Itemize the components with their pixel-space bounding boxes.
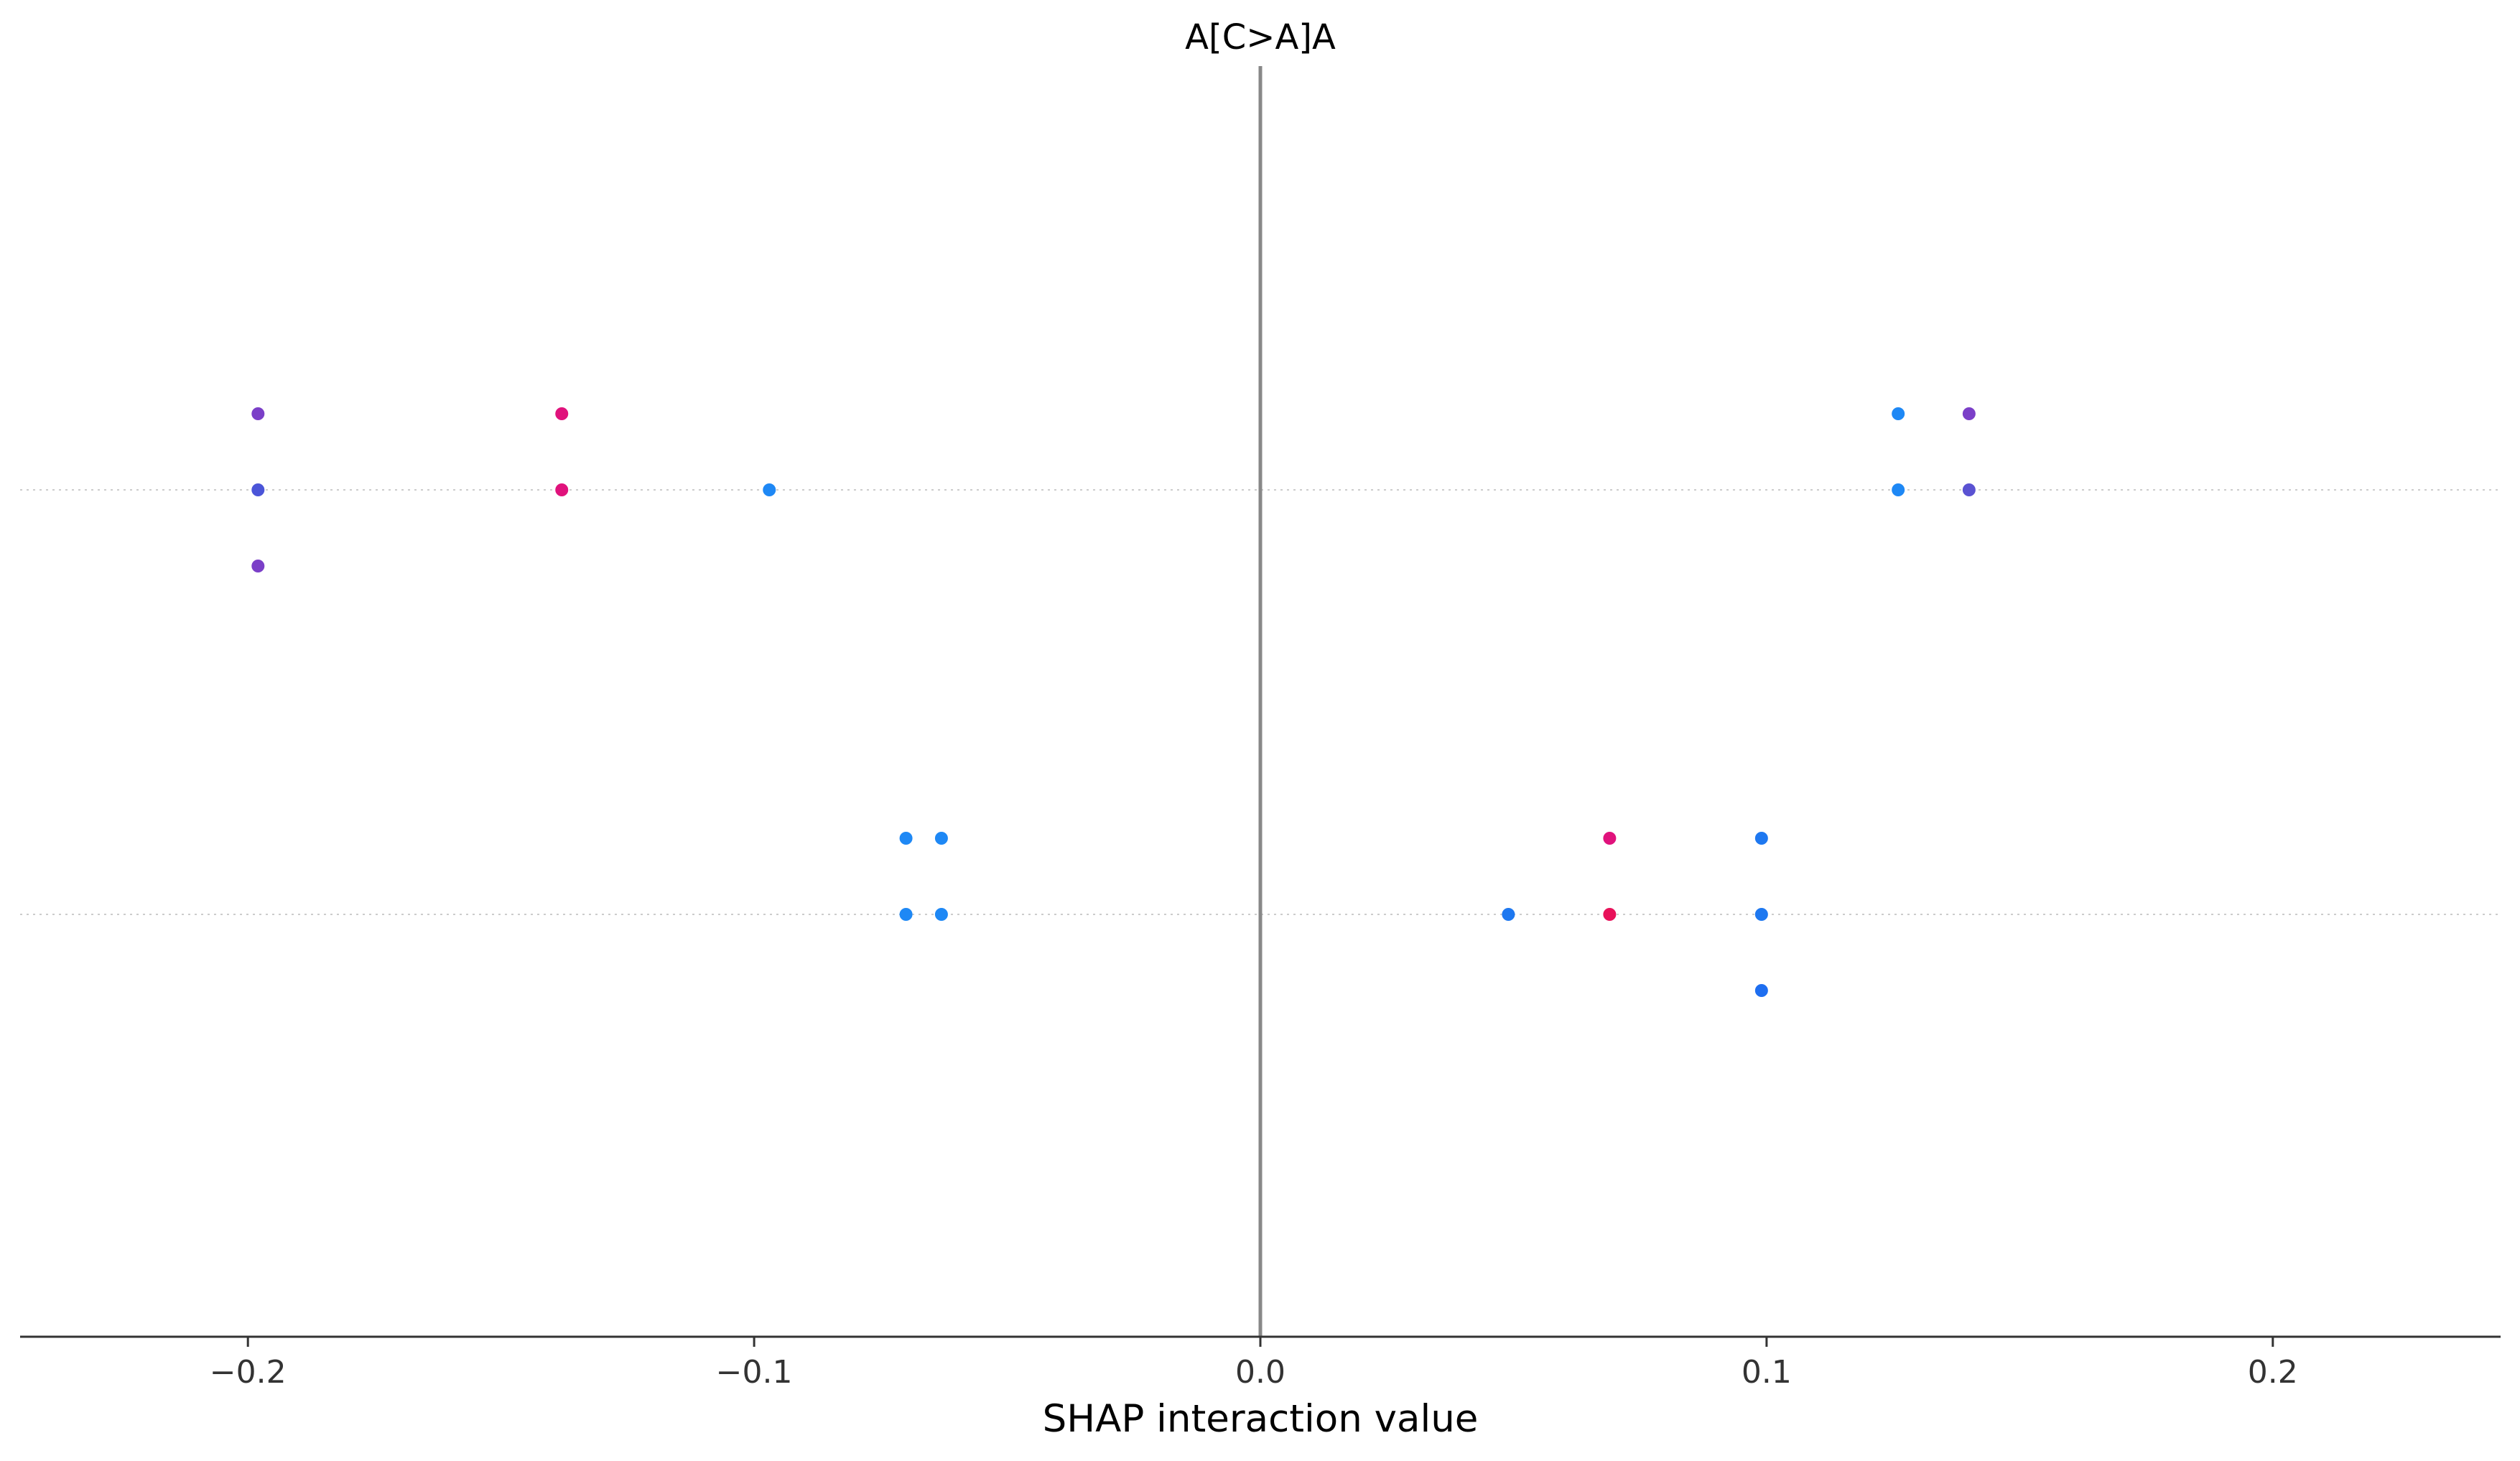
data-point	[899, 832, 913, 845]
x-tick-label: 0.1	[1742, 1354, 1792, 1391]
data-point	[251, 560, 265, 572]
chart-title: A[C>A]A	[1185, 17, 1336, 57]
data-point	[1603, 908, 1617, 921]
x-tick-label: −0.2	[210, 1354, 287, 1391]
x-axis-title: SHAP interaction value	[1043, 1397, 1479, 1441]
data-point	[934, 832, 948, 845]
x-axis-ticks: −0.2 −0.1 0.0 0.1 0.2	[210, 1337, 2298, 1391]
data-point	[1754, 832, 1768, 845]
data-point	[1603, 832, 1617, 845]
data-point	[1892, 407, 1905, 420]
data-point	[1962, 483, 1976, 496]
data-point	[1754, 908, 1768, 921]
data-point	[1754, 984, 1768, 997]
data-point	[1502, 908, 1515, 921]
data-point	[251, 483, 265, 496]
data-point	[555, 407, 569, 420]
data-points	[251, 407, 1976, 997]
data-point	[763, 483, 776, 496]
data-point	[1892, 483, 1905, 496]
data-point	[555, 483, 569, 496]
x-tick-label: 0.2	[2248, 1354, 2298, 1391]
x-tick-label: −0.1	[716, 1354, 793, 1391]
data-point	[1962, 407, 1976, 420]
x-tick-label: 0.0	[1235, 1354, 1285, 1391]
data-point	[251, 407, 265, 420]
data-point	[899, 908, 913, 921]
data-point	[934, 908, 948, 921]
